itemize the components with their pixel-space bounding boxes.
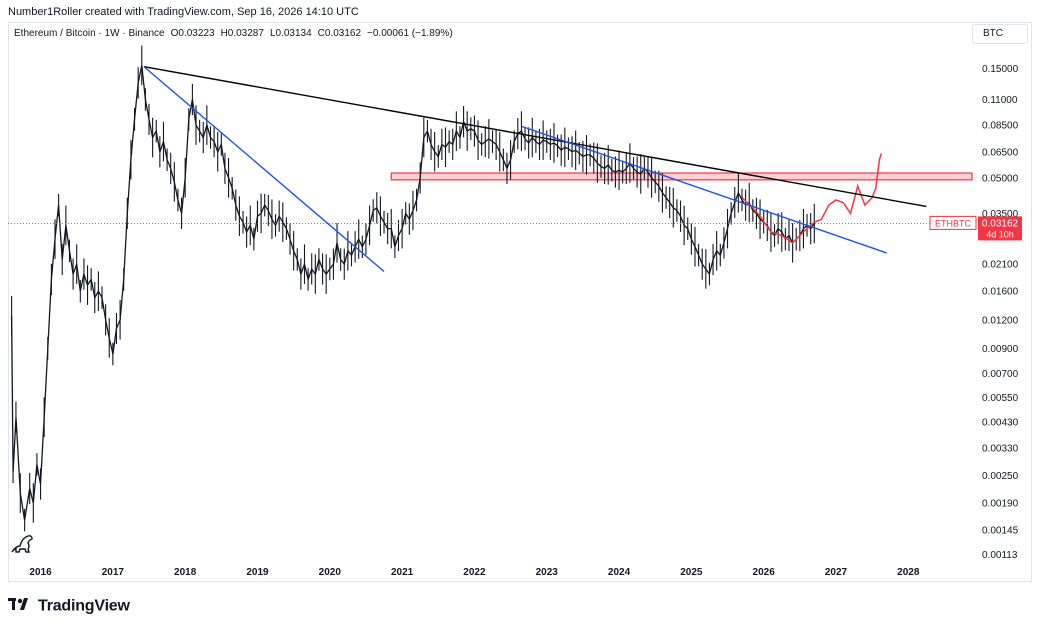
chart-frame (8, 22, 1032, 582)
tradingview-logo-icon (8, 596, 34, 617)
projection-path[interactable] (741, 153, 883, 244)
dino-icon[interactable] (11, 535, 33, 553)
y-tick-label: 0.00330 (982, 444, 1019, 455)
ohlc-low: L0.03134 (269, 28, 312, 39)
y-tick-label: 0.00430 (982, 417, 1019, 428)
y-tick-label: 0.00900 (982, 344, 1019, 355)
x-tick-label: 2023 (536, 567, 559, 578)
currency-button[interactable]: BTC (972, 24, 1028, 44)
y-tick-label: 0.08500 (982, 121, 1019, 132)
ohlc-close: C0.03162 (317, 28, 362, 39)
y-tick-label: 0.00700 (982, 369, 1019, 380)
x-tick-label: 2016 (29, 567, 52, 578)
y-tick-label: 0.01600 (982, 287, 1019, 298)
x-tick-label: 2019 (246, 567, 269, 578)
y-tick-label: 0.06500 (982, 147, 1019, 158)
trendline-blue[interactable] (143, 66, 385, 273)
ohlc-high: H0.03287 (220, 28, 264, 39)
last-price-badge (978, 216, 1022, 241)
x-tick-label: 2025 (680, 567, 703, 578)
symbol-title[interactable]: Ethereum / Bitcoin · 1W · Binance (14, 28, 165, 39)
tradingview-brand: TradingView (8, 596, 130, 617)
chart-credit: Number1Roller created with TradingView.c… (8, 6, 359, 18)
y-tick-label: 0.15000 (982, 64, 1019, 75)
ohlc-open: O0.03223 (170, 28, 215, 39)
x-tick-label: 2021 (391, 567, 414, 578)
ticker-label: ETHBTC (935, 218, 972, 228)
y-tick-label: 0.00250 (982, 471, 1019, 482)
x-tick-label: 2020 (319, 567, 342, 578)
x-tick-label: 2027 (825, 567, 848, 578)
y-tick-label: 0.11000 (982, 95, 1018, 106)
resistance-zone[interactable] (390, 172, 973, 181)
trendline-black[interactable] (143, 65, 927, 208)
x-tick-label: 2018 (174, 567, 197, 578)
y-tick-label: 0.03500 (982, 209, 1019, 220)
last-price-value: 0.03162 (982, 218, 1019, 229)
ticker-badge (929, 215, 977, 230)
x-tick-label: 2026 (753, 567, 776, 578)
x-tick-label: 2028 (897, 567, 920, 578)
y-tick-label: 0.00190 (982, 499, 1019, 510)
y-tick-label: 0.00145 (982, 525, 1019, 536)
y-tick-label: 0.02100 (982, 260, 1019, 271)
x-tick-label: 2024 (608, 567, 631, 578)
trendline-blue[interactable] (521, 125, 887, 254)
price-series (10, 65, 815, 521)
y-tick-label: 0.00113 (982, 550, 1018, 561)
y-tick-label: 0.01200 (982, 315, 1019, 326)
brand-text: TradingView (38, 597, 130, 615)
symbol-legend: Ethereum / Bitcoin · 1W · Binance O0.0322… (14, 28, 459, 39)
y-tick-label: 0.05000 (982, 173, 1019, 184)
x-tick-label: 2017 (102, 567, 125, 578)
y-tick-label: 0.00550 (982, 393, 1019, 404)
x-tick-label: 2022 (463, 567, 486, 578)
ohlc-change: −0.00061 (−1.89%) (367, 28, 453, 39)
bar-countdown: 4d 10h (986, 229, 1014, 239)
